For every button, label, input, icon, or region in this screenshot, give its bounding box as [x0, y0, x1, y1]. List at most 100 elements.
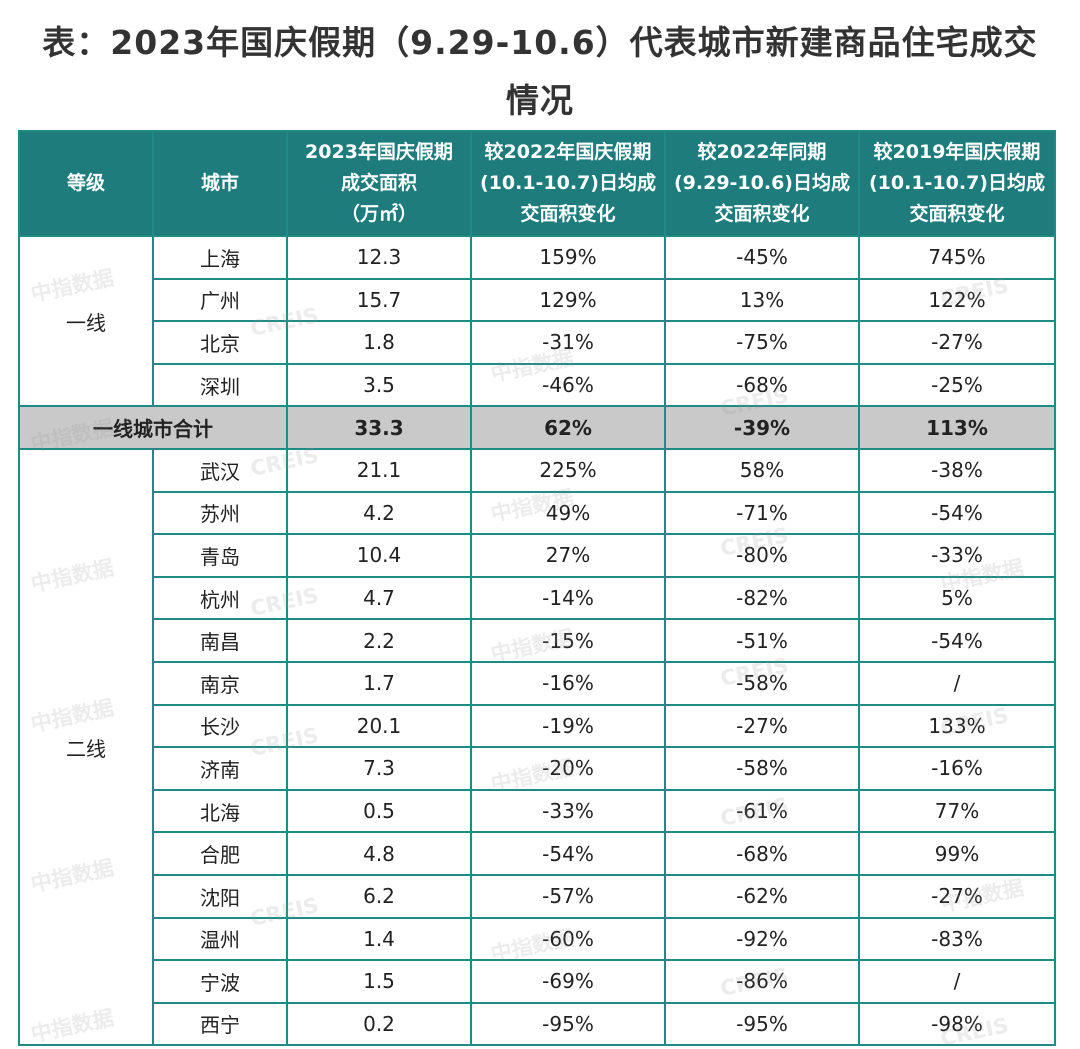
table-row: 合肥 4.8 -54% -68% 99% — [19, 831, 1056, 876]
subtotal-area: 33.3 — [286, 405, 472, 450]
change-vs2019-holiday-cell: -54% — [858, 618, 1056, 663]
city-cell: 北海 — [152, 788, 288, 834]
tier-label: 二线 — [18, 447, 154, 1047]
change-vs2022-same-cell: -58% — [664, 746, 860, 791]
change-vs2022-holiday-cell: -46% — [470, 362, 666, 408]
city-cell: 广州 — [152, 277, 288, 323]
area-cell: 3.5 — [286, 362, 472, 408]
table-row: 沈阳 6.2 -57% -62% -27% — [19, 873, 1056, 919]
header-city: 城市 — [152, 130, 288, 237]
city-cell: 武汉 — [152, 447, 288, 493]
change-vs2022-same-cell: -80% — [664, 533, 860, 578]
change-vs2022-same-cell: -92% — [664, 916, 860, 962]
change-vs2019-holiday-cell: -27% — [858, 873, 1056, 919]
table-row: 北海 0.5 -33% -61% 77% — [19, 788, 1056, 834]
table-row: 济南 7.3 -20% -58% -16% — [19, 746, 1056, 791]
city-cell: 西宁 — [152, 1001, 288, 1047]
area-cell: 1.7 — [286, 660, 472, 706]
area-cell: 1.5 — [286, 959, 472, 1004]
change-vs2019-holiday-cell: 99% — [858, 831, 1056, 876]
change-vs2022-holiday-cell: 49% — [470, 490, 666, 536]
city-cell: 温州 — [152, 916, 288, 962]
change-vs2022-same-cell: -75% — [664, 320, 860, 365]
change-vs2022-holiday-cell: 129% — [470, 277, 666, 323]
city-cell: 深圳 — [152, 362, 288, 408]
change-vs2019-holiday-cell: -25% — [858, 362, 1056, 408]
subtotal-label: 一线城市合计 — [18, 405, 288, 450]
change-vs2022-same-cell: -68% — [664, 831, 860, 876]
table-row: 北京 1.8 -31% -75% -27% — [19, 320, 1056, 365]
change-vs2022-holiday-cell: -95% — [470, 1001, 666, 1047]
change-vs2019-holiday-cell: -16% — [858, 746, 1056, 791]
change-vs2022-same-cell: -45% — [664, 235, 860, 280]
change-vs2022-same-cell: -82% — [664, 575, 860, 621]
area-cell: 12.3 — [286, 235, 472, 280]
area-cell: 2.2 — [286, 618, 472, 663]
change-vs2022-holiday-cell: -16% — [470, 660, 666, 706]
title-line-2: 情况 — [506, 81, 574, 120]
change-vs2019-holiday-cell: 77% — [858, 788, 1056, 834]
subtotal-change-vs2019-holiday: 113% — [858, 405, 1056, 450]
change-vs2019-holiday-cell: 745% — [858, 235, 1056, 280]
change-vs2022-holiday-cell: -31% — [470, 320, 666, 365]
area-cell: 0.5 — [286, 788, 472, 834]
table-row: 二线 武汉 21.1 225% 58% -38% — [18, 447, 1056, 1047]
change-vs2022-holiday-cell: 225% — [470, 447, 666, 493]
change-vs2022-same-cell: 13% — [664, 277, 860, 323]
city-cell: 济南 — [152, 746, 288, 791]
header-vs2022-same: 较2022年同期 (9.29-10.6)日均成 交面积变化 — [664, 130, 860, 237]
change-vs2022-holiday-cell: -19% — [470, 703, 666, 749]
change-vs2022-same-cell: -86% — [664, 959, 860, 1004]
change-vs2019-holiday-cell: -33% — [858, 533, 1056, 578]
city-cell: 苏州 — [152, 490, 288, 536]
title-line-1: 表：2023年国庆假期（9.29-10.6）代表城市新建商品住宅成交 — [42, 23, 1038, 62]
change-vs2019-holiday-cell: -38% — [858, 447, 1056, 493]
change-vs2019-holiday-cell: -27% — [858, 320, 1056, 365]
change-vs2022-same-cell: -58% — [664, 660, 860, 706]
change-vs2022-holiday-cell: -69% — [470, 959, 666, 1004]
area-cell: 4.2 — [286, 490, 472, 536]
table-row: 广州 15.7 129% 13% 122% — [19, 277, 1056, 323]
area-cell: 4.7 — [286, 575, 472, 621]
change-vs2019-holiday-cell: / — [858, 660, 1056, 706]
header-area: 2023年国庆假期 成交面积 （万㎡） — [286, 130, 472, 237]
area-cell: 21.1 — [286, 447, 472, 493]
table-title: 表：2023年国庆假期（9.29-10.6）代表城市新建商品住宅成交 情况 — [0, 14, 1080, 130]
city-cell: 北京 — [152, 320, 288, 365]
change-vs2022-holiday-cell: -15% — [470, 618, 666, 663]
table-row: 深圳 3.5 -46% -68% -25% — [19, 362, 1056, 408]
table-row: 青岛 10.4 27% -80% -33% — [19, 533, 1056, 578]
header-tier: 等级 — [18, 130, 154, 237]
change-vs2022-holiday-cell: -57% — [470, 873, 666, 919]
change-vs2019-holiday-cell: / — [858, 959, 1056, 1004]
table-row: 一线 上海 12.3 159% -45% 745% — [18, 234, 1056, 408]
area-cell: 10.4 — [286, 533, 472, 578]
city-cell: 上海 — [152, 235, 288, 280]
change-vs2022-same-cell: -62% — [664, 873, 860, 919]
area-cell: 6.2 — [286, 873, 472, 919]
table-row: 长沙 20.1 -19% -27% 133% — [19, 703, 1056, 749]
change-vs2022-holiday-cell: 27% — [470, 533, 666, 578]
tier-label: 一线 — [18, 234, 154, 408]
area-cell: 0.2 — [286, 1001, 472, 1047]
change-vs2019-holiday-cell: 133% — [858, 703, 1056, 749]
change-vs2022-holiday-cell: -33% — [470, 788, 666, 834]
header-vs2022-holiday: 较2022年国庆假期 (10.1-10.7)日均成 交面积变化 — [470, 130, 666, 237]
change-vs2022-same-cell: 58% — [664, 447, 860, 493]
area-cell: 4.8 — [286, 831, 472, 876]
area-cell: 15.7 — [286, 277, 472, 323]
city-cell: 杭州 — [152, 575, 288, 621]
table-row: 苏州 4.2 49% -71% -54% — [19, 490, 1056, 536]
header-row: 等级 城市 2023年国庆假期 成交面积 （万㎡） 较2022年国庆假期 (10… — [18, 130, 1056, 237]
table-row: 温州 1.4 -60% -92% -83% — [19, 916, 1056, 962]
subtotal-change-vs2022-holiday: 62% — [470, 405, 666, 450]
data-table: 等级 城市 2023年国庆假期 成交面积 （万㎡） 较2022年国庆假期 (10… — [18, 130, 1056, 1047]
change-vs2022-holiday-cell: -54% — [470, 831, 666, 876]
table-row: 杭州 4.7 -14% -82% 5% — [19, 575, 1056, 621]
subtotal-row: 一线城市合计 33.3 62% -39% 113% — [18, 405, 1056, 450]
table-row: 宁波 1.5 -69% -86% / — [19, 959, 1056, 1004]
change-vs2022-same-cell: -51% — [664, 618, 860, 663]
table-row: 南昌 2.2 -15% -51% -54% — [19, 618, 1056, 663]
table-body: 一线 上海 12.3 159% -45% 745% 广州 15.7 129% 13% 122% 北京 1… — [18, 234, 1056, 1047]
city-cell: 宁波 — [152, 959, 288, 1004]
